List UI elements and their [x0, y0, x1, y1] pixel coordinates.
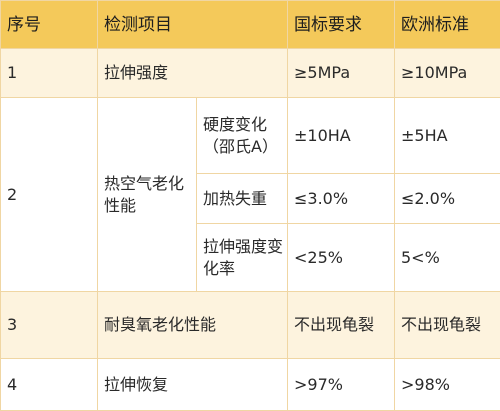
row-subitem: 加热失重	[197, 174, 288, 224]
row-european-value: >98%	[395, 359, 500, 411]
row-subitem: 硬度变化（邵氏A）	[197, 98, 288, 174]
row-national-value: ≤3.0%	[288, 174, 395, 224]
row-national-value: 不出现龟裂	[288, 292, 395, 359]
row-national-value: ≥5MPa	[288, 49, 395, 98]
header-european-standard: 欧洲标准	[395, 1, 500, 49]
header-item: 检测项目	[98, 1, 288, 49]
row-subitem: 拉伸强度变化率	[197, 224, 288, 292]
row-national-value: <25%	[288, 224, 395, 292]
row-item-group: 热空气老化性能	[98, 98, 197, 292]
row-item: 拉伸强度	[98, 49, 288, 98]
row-index: 1	[1, 49, 98, 98]
row-national-value: >97%	[288, 359, 395, 411]
row-european-value: ≤2.0%	[395, 174, 500, 224]
header-index: 序号	[1, 1, 98, 49]
row-item: 耐臭氧老化性能	[98, 292, 288, 359]
table-header-row: 序号 检测项目 国标要求 欧洲标准	[1, 1, 500, 49]
row-index: 4	[1, 359, 98, 411]
row-national-value: ±10HA	[288, 98, 395, 174]
row-index: 3	[1, 292, 98, 359]
row-index: 2	[1, 98, 98, 292]
table-row: 2 热空气老化性能 硬度变化（邵氏A） ±10HA ±5HA	[1, 98, 500, 174]
header-national-requirement: 国标要求	[288, 1, 395, 49]
table-row: 3 耐臭氧老化性能 不出现龟裂 不出现龟裂	[1, 292, 500, 359]
row-european-value: 5<%	[395, 224, 500, 292]
row-item: 拉伸恢复	[98, 359, 288, 411]
row-european-value: ±5HA	[395, 98, 500, 174]
table-row: 4 拉伸恢复 >97% >98%	[1, 359, 500, 411]
table-row: 1 拉伸强度 ≥5MPa ≥10MPa	[1, 49, 500, 98]
row-european-value: ≥10MPa	[395, 49, 500, 98]
row-european-value: 不出现龟裂	[395, 292, 500, 359]
